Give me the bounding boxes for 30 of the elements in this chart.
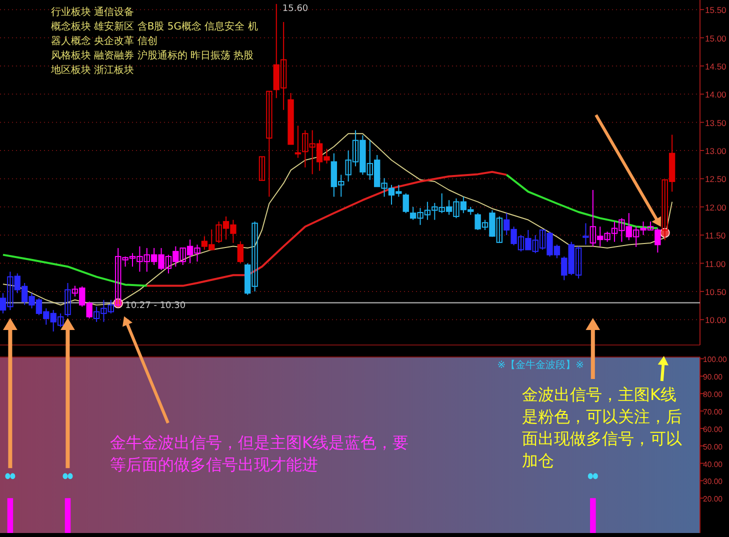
annotation: 金波出信号，主图K线是粉色，可以关注，后面出现做多信号，可以加仓 xyxy=(522,385,682,470)
candlestick xyxy=(266,90,272,198)
y-tick-label: 15.50 xyxy=(705,5,727,16)
annotation: 风格板块 融资融券 沪股通标的 昨日振荡 热股 xyxy=(51,50,254,62)
annotation: 金牛金波出信号，但是主图K线是蓝色，要等后面的做多信号出现才能进 xyxy=(110,433,408,474)
y-tick-label: 11.50 xyxy=(705,230,726,241)
y-tick-label: 12.00 xyxy=(705,202,727,212)
y-tick-label: 10.50 xyxy=(705,286,727,297)
candlestick xyxy=(64,282,71,318)
chart-title: ※【金牛金波段】※ xyxy=(497,359,584,371)
y-tick-label: 15.00 xyxy=(705,33,727,44)
annotation: 10.27 - 10.30 xyxy=(125,300,186,311)
line-series xyxy=(2,254,148,287)
candlestick xyxy=(402,192,409,214)
annotation: 概念板块 雄安新区 含B股 5G概念 信息安全 机器人概念 央企改革 信创 xyxy=(51,20,258,47)
annotation: 15.60 xyxy=(282,4,308,14)
annotation: 地区板块 浙江板块 xyxy=(50,64,134,76)
candlestick xyxy=(294,125,302,158)
y-tick-label: 13.00 xyxy=(705,146,727,156)
y-tick-label: 14.00 xyxy=(705,90,727,100)
y-tick-label: 13.50 xyxy=(705,118,727,128)
line-series xyxy=(146,170,508,287)
candlestick xyxy=(258,156,266,181)
y-tick-label: 12.50 xyxy=(705,174,727,184)
candlestick xyxy=(582,222,589,246)
y-tick-label: 14.50 xyxy=(705,61,727,72)
annotation: 行业板块 通信设备 xyxy=(51,6,134,18)
y-tick-label: 11.00 xyxy=(705,258,726,269)
candlestick xyxy=(237,240,244,264)
y-tick-label: 10.00 xyxy=(705,315,727,326)
